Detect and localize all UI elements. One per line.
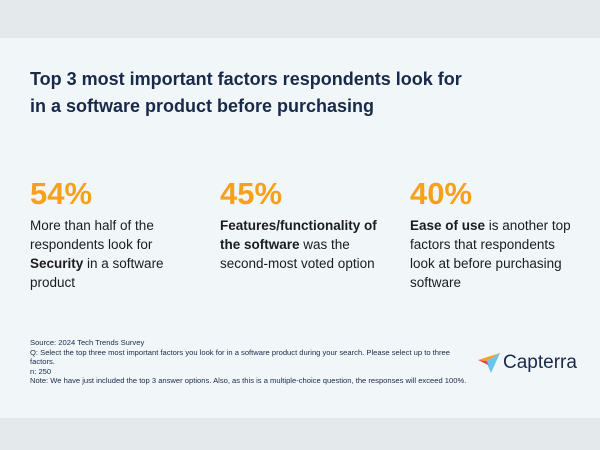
- stat-text: Ease of use: [410, 218, 486, 233]
- stat-text: Security: [30, 256, 84, 271]
- stat-figure: 40%: [410, 176, 473, 211]
- stat-figure: 45%: [220, 176, 283, 211]
- stat-description: Features/functionality of the software w…: [220, 216, 392, 273]
- stat-text: in a software product: [30, 256, 164, 290]
- logo: Capterra: [478, 352, 577, 374]
- stat-figure: 54%: [30, 176, 93, 211]
- stat-text: is another top factors that respondents …: [410, 218, 571, 290]
- stat-text: More than half of the respondents look f…: [30, 218, 154, 252]
- footnote-line: Q: Select the top three most important f…: [30, 347, 450, 367]
- stat-text: Features/functionality of the software: [220, 218, 377, 252]
- title-line: Top 3 most important factors respondents…: [30, 69, 462, 89]
- logo-icon: [478, 353, 500, 373]
- card: Top 3 most important factors respondents…: [0, 38, 600, 418]
- logo-text: Capterra: [503, 352, 577, 373]
- footnote-line: Note: We have just included the top 3 an…: [30, 376, 467, 386]
- stat-description: Ease of use is another top factors that …: [410, 216, 582, 292]
- title: Top 3 most important factors respondents…: [30, 66, 462, 120]
- stat: 54% More than half of the respondents loo…: [30, 176, 202, 292]
- footnote-line: Source: 2024 Tech Trends Survey: [30, 338, 145, 347]
- stat-description: More than half of the respondents look f…: [30, 216, 202, 292]
- stat: 40% Ease of use is another top factors th…: [410, 176, 582, 292]
- stat-text: was the second-most voted option: [220, 237, 375, 271]
- title-line: in a software product before purchasing: [30, 96, 375, 116]
- stat: 45% Features/functionality of the softwar…: [220, 176, 392, 273]
- footnote: Source: 2024 Tech Trends Survey Q: Select…: [30, 338, 470, 386]
- footnote-line: n: 250: [30, 366, 52, 376]
